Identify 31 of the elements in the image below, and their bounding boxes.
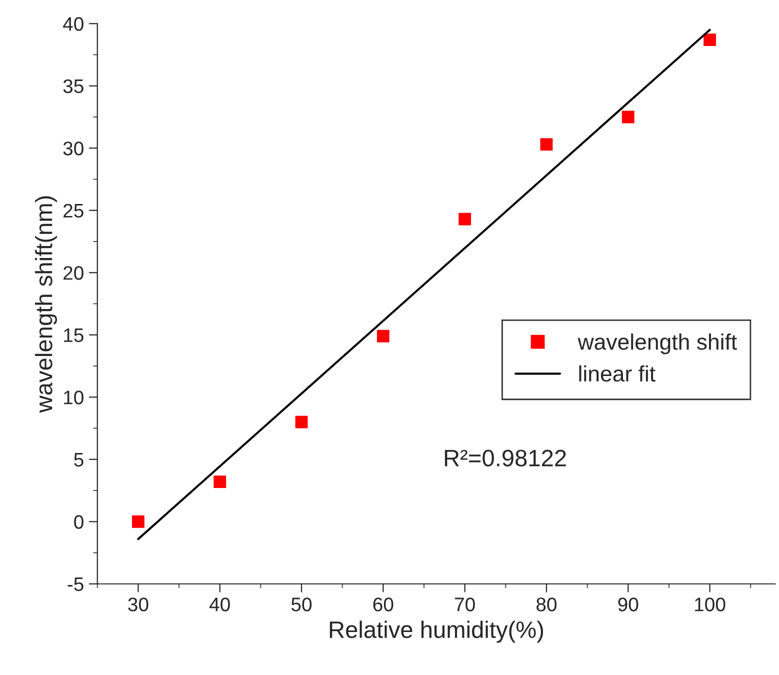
y-axis-title: wavelength shift(nm) bbox=[34, 196, 57, 413]
point bbox=[458, 212, 472, 226]
legend-label: wavelength shift bbox=[578, 334, 737, 354]
x-tick-label: 70 bbox=[455, 598, 475, 612]
y-tick-label: 10 bbox=[64, 390, 84, 404]
y-tick-label: 35 bbox=[63, 79, 84, 94]
annotation: R²=0.98122 bbox=[444, 450, 566, 466]
x-tick-label: 90 bbox=[618, 598, 638, 612]
y-tick-label: -5 bbox=[68, 578, 84, 592]
x-axis-title: Relative humidity(%) bbox=[330, 620, 544, 643]
x-tick-label: 60 bbox=[373, 598, 394, 612]
y-tick-label: 15 bbox=[64, 328, 84, 342]
y-tick-label: 5 bbox=[74, 453, 84, 467]
point bbox=[704, 34, 716, 46]
y-tick-label: 0 bbox=[74, 515, 84, 529]
point bbox=[132, 515, 144, 528]
y-tick-label: 40 bbox=[63, 17, 84, 31]
x-tick-label: 30 bbox=[128, 598, 148, 612]
x-tick-label: 50 bbox=[291, 598, 312, 612]
legend-label: linear fit bbox=[579, 365, 656, 382]
point bbox=[540, 138, 553, 151]
y-tick-label: 20 bbox=[64, 266, 84, 280]
x-tick-label: 100 bbox=[695, 598, 726, 612]
y-tick-label: 25 bbox=[64, 204, 84, 218]
point bbox=[214, 476, 226, 488]
y-tick-label: 30 bbox=[63, 142, 84, 156]
x-tick-label: 80 bbox=[536, 598, 557, 612]
point bbox=[622, 110, 634, 124]
x-tick-label: 40 bbox=[209, 598, 230, 612]
point bbox=[295, 416, 308, 428]
point bbox=[376, 330, 390, 342]
